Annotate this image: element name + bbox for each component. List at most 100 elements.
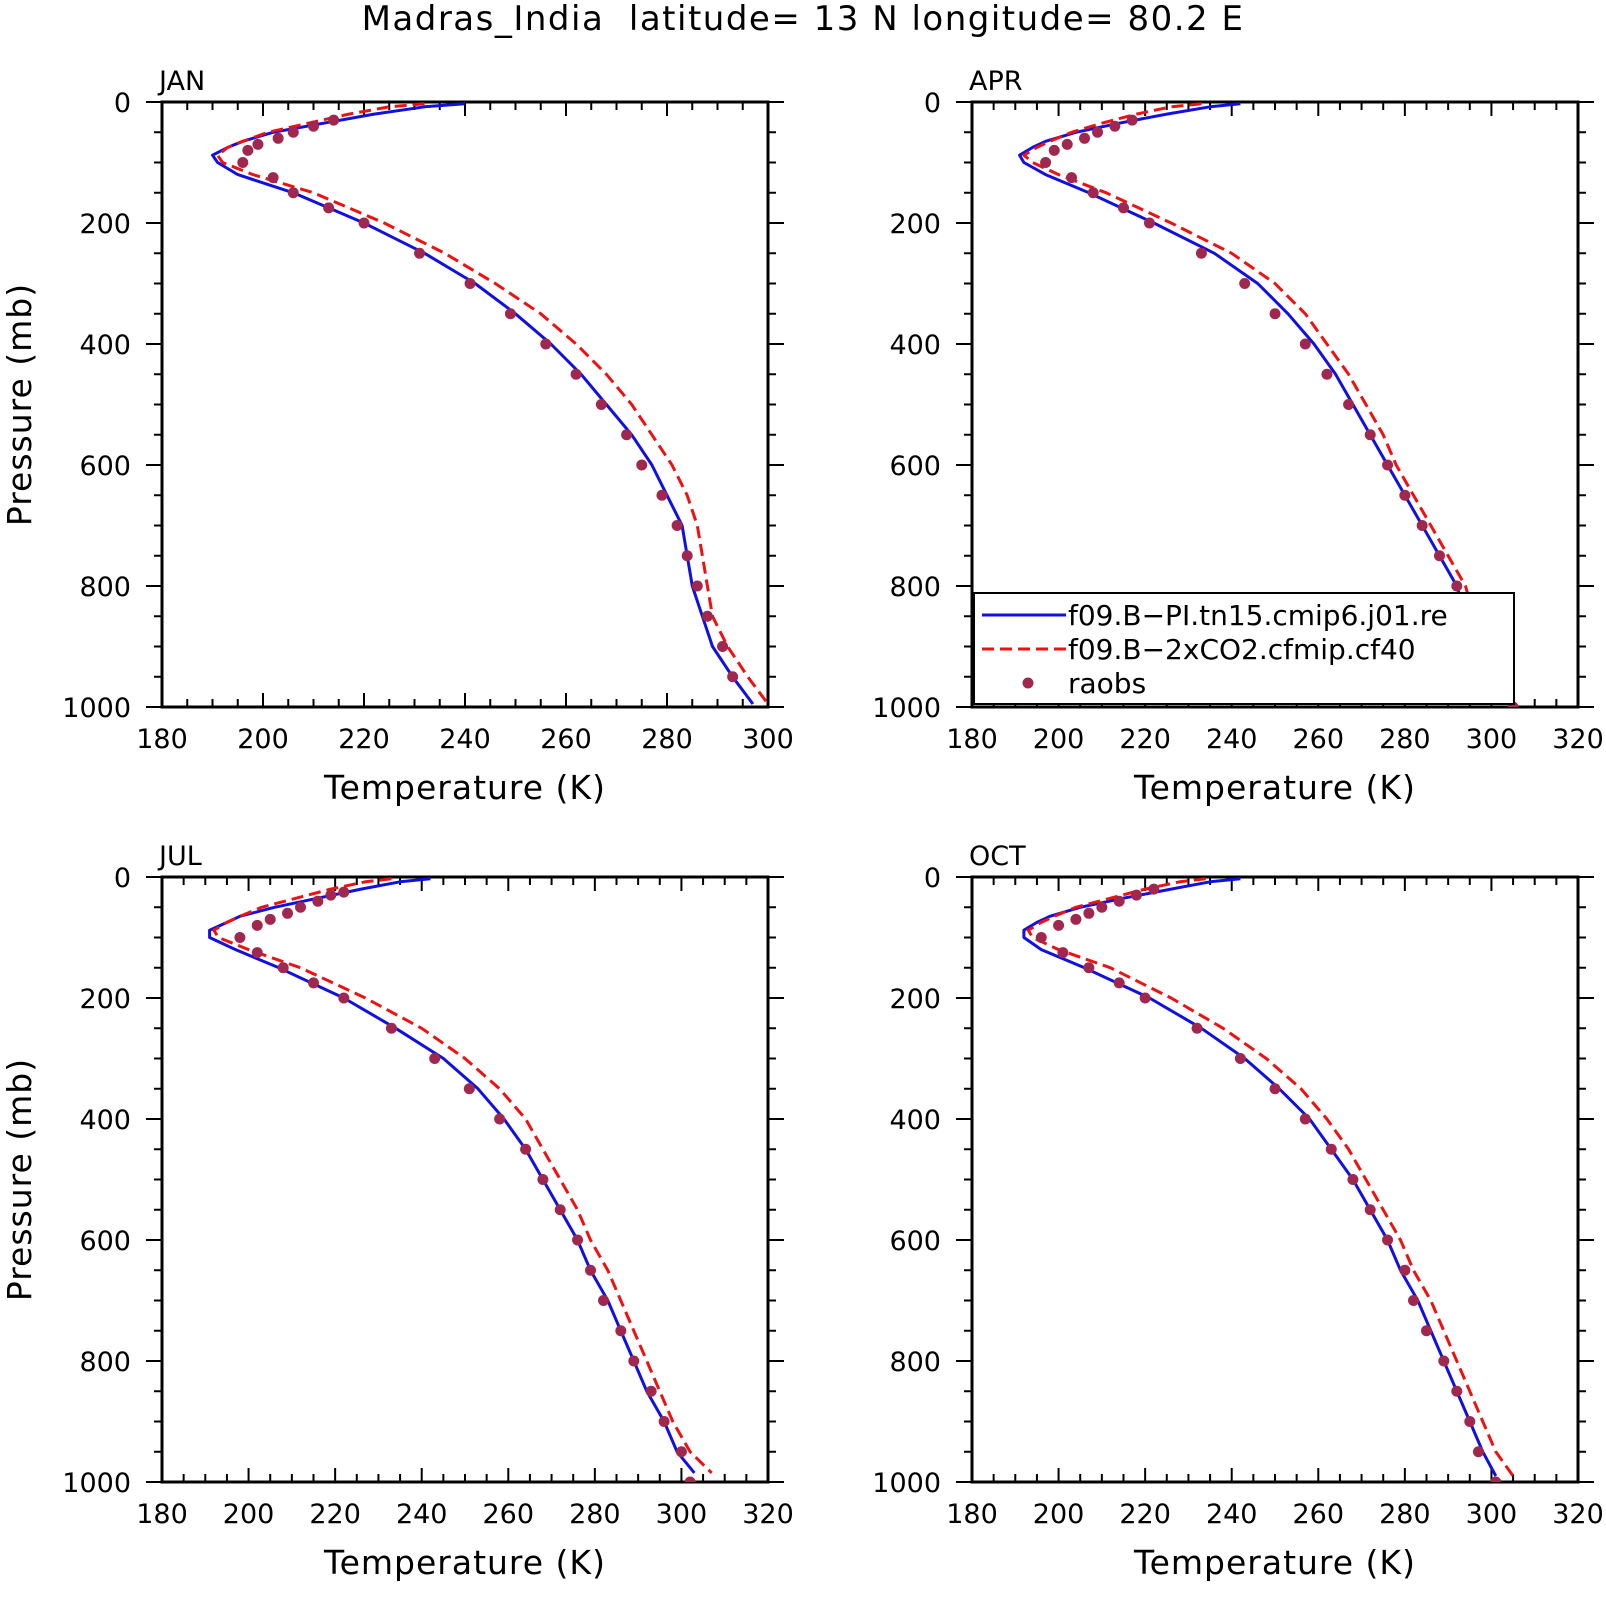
x-tick-label: 200 — [223, 1499, 275, 1530]
raobs-point — [282, 907, 294, 919]
raobs-point — [1070, 913, 1082, 925]
raobs-point — [1343, 399, 1355, 410]
y-tick-label: 200 — [79, 984, 131, 1015]
x-tick-label: 240 — [1206, 1499, 1258, 1530]
series-line-2xco2 — [1022, 102, 1515, 702]
y-tick-label: 600 — [889, 1226, 941, 1257]
raobs-point — [1191, 1022, 1203, 1034]
plot-data — [1022, 877, 1515, 1482]
raobs-point — [1347, 1174, 1359, 1185]
x-tick-label: 320 — [1552, 724, 1604, 755]
raobs-point — [1048, 144, 1060, 156]
raobs-point — [1325, 1143, 1337, 1155]
plot-frame — [160, 100, 770, 709]
x-tick-label: 280 — [1379, 724, 1431, 755]
x-tick-label: 200 — [1033, 1499, 1085, 1530]
x-tick-label: 300 — [1466, 1499, 1518, 1530]
legend-label: f09.B−PI.tn15.cmip6.j01.re — [1068, 599, 1448, 632]
x-tick-label: 300 — [1466, 724, 1518, 755]
y-tick-label: 0 — [114, 863, 131, 894]
y-tick-label: 0 — [924, 863, 941, 894]
y-axis-label: Pressure (mb) — [0, 283, 39, 526]
raobs-point — [295, 901, 307, 913]
raobs-point — [585, 1264, 597, 1276]
raobs-point — [570, 368, 582, 380]
y-tick-label: 400 — [79, 330, 131, 361]
raobs-point — [681, 550, 693, 562]
x-tick-label: 200 — [237, 724, 289, 755]
raobs-point — [1321, 368, 1333, 380]
x-tick-label: 260 — [1293, 724, 1345, 755]
raobs-point — [325, 889, 337, 901]
raobs-point — [1382, 1234, 1394, 1246]
y-tick-label: 1000 — [62, 1468, 131, 1499]
raobs-point — [1364, 429, 1376, 441]
raobs-point — [287, 187, 299, 199]
x-axis-label: Temperature (K) — [323, 1543, 606, 1582]
raobs-point — [1195, 247, 1207, 259]
panel-label: JAN — [157, 66, 205, 97]
raobs-point — [504, 308, 516, 320]
legend: f09.B−PI.tn15.cmip6.j01.ref09.B−2xCO2.cf… — [973, 592, 1515, 705]
x-tick-label: 220 — [1119, 1499, 1171, 1530]
series-line-pi — [208, 877, 696, 1474]
panel-oct: 180 200 220 240 260 280 300 320 0 200 400 600 800 100… — [872, 841, 1603, 1582]
y-tick-label: 1000 — [62, 693, 131, 724]
x-tick-label: 300 — [742, 724, 794, 755]
x-tick-label: 240 — [1206, 724, 1258, 755]
raobs-point — [727, 671, 739, 683]
legend-label: f09.B−2xCO2.cfmip.cf40 — [1068, 633, 1416, 666]
y-tick-label: 400 — [889, 1105, 941, 1136]
raobs-point — [554, 1204, 566, 1216]
x-tick-label: 180 — [136, 724, 188, 755]
raobs-point — [636, 459, 648, 471]
raobs-point — [1092, 126, 1104, 138]
x-axis-label: Temperature (K) — [1133, 768, 1416, 807]
raobs-point — [308, 977, 319, 989]
raobs-point — [598, 1295, 610, 1306]
y-tick-label: 0 — [924, 88, 941, 119]
y-tick-label: 600 — [79, 1226, 131, 1257]
raobs-point — [429, 1053, 441, 1064]
raobs-point — [1057, 947, 1069, 959]
raobs-point — [1433, 550, 1445, 562]
raobs-point — [1451, 1385, 1463, 1397]
x-tick-label: 180 — [136, 1499, 188, 1530]
figure-title: Madras_India latitude= 13 N longitude= 8… — [362, 0, 1245, 39]
raobs-point — [1113, 895, 1125, 907]
series-line-2xco2 — [1026, 877, 1515, 1477]
raobs-point — [308, 120, 319, 132]
raobs-point — [252, 138, 264, 150]
y-tick-label: 1000 — [872, 1468, 941, 1499]
raobs-point — [691, 580, 703, 592]
x-tick-label: 260 — [540, 724, 592, 755]
raobs-point — [572, 1234, 584, 1246]
raobs-point — [1399, 1264, 1411, 1276]
series-line-2xco2 — [212, 877, 713, 1474]
raobs-point — [1143, 217, 1155, 229]
raobs-point — [1148, 883, 1160, 895]
y-tick-label: 200 — [889, 984, 941, 1015]
plot-data — [208, 877, 713, 1482]
raobs-point — [234, 932, 246, 943]
y-tick-label: 800 — [889, 1347, 941, 1378]
x-tick-label: 260 — [483, 1499, 535, 1530]
raobs-point — [328, 114, 340, 126]
raobs-point — [251, 919, 263, 931]
raobs-point — [675, 1446, 687, 1458]
raobs-point — [414, 247, 426, 259]
raobs-point — [645, 1385, 657, 1397]
raobs-point — [1040, 157, 1052, 168]
raobs-point — [520, 1143, 532, 1155]
raobs-point — [1269, 308, 1281, 320]
raobs-point — [1053, 919, 1065, 931]
raobs-point — [494, 1113, 506, 1125]
raobs-point — [1118, 202, 1129, 214]
raobs-point — [717, 641, 729, 652]
y-tick-label: 400 — [889, 330, 941, 361]
raobs-point — [1416, 520, 1428, 531]
raobs-point — [1239, 278, 1251, 289]
panel-label: OCT — [969, 841, 1026, 872]
raobs-point — [358, 217, 370, 229]
plot-data — [1018, 102, 1519, 707]
